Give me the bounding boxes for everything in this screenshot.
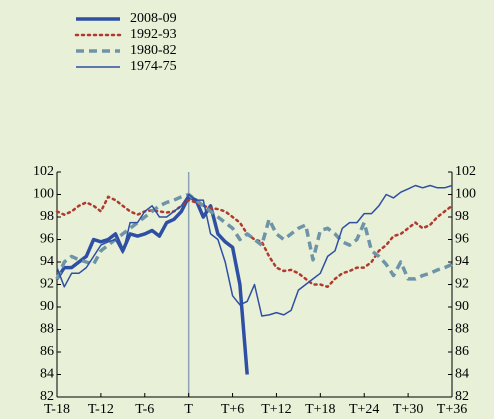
y-tick-label: 86 xyxy=(40,344,54,359)
y2-tick-label: 94 xyxy=(455,254,469,269)
legend-label: 1974-75 xyxy=(130,59,177,74)
y-tick-label: 88 xyxy=(40,322,54,337)
y-tick-label: 102 xyxy=(33,164,54,179)
y-tick-label: 100 xyxy=(33,187,54,202)
y-tick-label: 92 xyxy=(40,277,54,292)
x-tick-label: T+36 xyxy=(437,402,467,417)
y2-tick-label: 82 xyxy=(455,389,469,404)
y-tick-label: 84 xyxy=(40,367,54,382)
y2-tick-label: 88 xyxy=(455,322,469,337)
series-line xyxy=(56,184,453,317)
y2-tick-label: 92 xyxy=(455,277,469,292)
y-tick-label: 82 xyxy=(40,389,54,404)
y2-tick-label: 96 xyxy=(455,232,469,247)
y-tick-label: 98 xyxy=(40,209,54,224)
series-line xyxy=(55,192,453,281)
x-tick-label: T-18 xyxy=(44,402,70,417)
y2-tick-label: 84 xyxy=(455,367,469,382)
x-tick-label: T+18 xyxy=(305,402,335,417)
y-tick-label: 90 xyxy=(40,299,54,314)
x-tick-label: T+24 xyxy=(349,402,379,417)
legend-label: 2008-09 xyxy=(130,11,177,26)
y2-tick-label: 90 xyxy=(455,299,469,314)
y2-tick-label: 100 xyxy=(455,187,476,202)
x-tick-label: T+30 xyxy=(393,402,423,417)
y-tick-label: 96 xyxy=(40,232,54,247)
legend-label: 1992-93 xyxy=(130,27,177,42)
x-tick-label: T+6 xyxy=(221,402,244,417)
x-tick-label: T xyxy=(184,402,193,417)
y2-tick-label: 102 xyxy=(455,164,476,179)
y-tick-label: 94 xyxy=(40,254,54,269)
x-tick-label: T-12 xyxy=(88,402,114,417)
y2-tick-label: 98 xyxy=(455,209,469,224)
series-line xyxy=(55,195,249,375)
series-line xyxy=(55,195,454,289)
y2-tick-label: 86 xyxy=(455,344,469,359)
legend-label: 1980-82 xyxy=(130,43,177,58)
x-tick-label: T+12 xyxy=(261,402,291,417)
x-tick-label: T-6 xyxy=(135,402,154,417)
